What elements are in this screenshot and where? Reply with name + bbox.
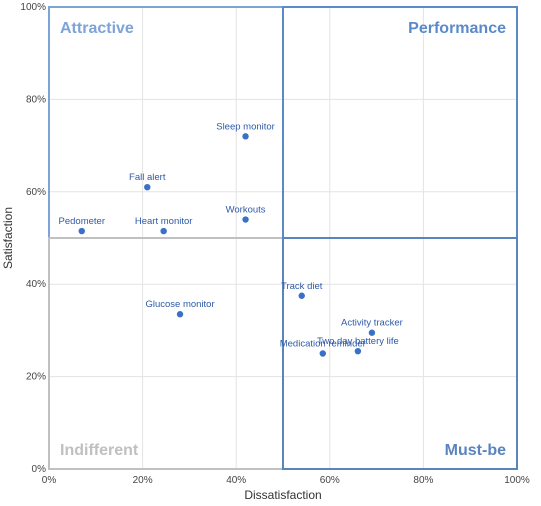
y-tick-label: 100% [20, 2, 46, 13]
y-tick-label: 20% [26, 372, 46, 383]
x-tick-label: 0% [42, 475, 57, 486]
x-tick-label: 100% [504, 475, 530, 486]
y-axis-title: Satisfaction [1, 207, 15, 269]
data-point-label: Medication reminder [280, 339, 366, 350]
data-point [368, 329, 376, 336]
indifferent-quadrant-label: Indifferent [60, 442, 139, 459]
data-point [176, 311, 184, 318]
performance-quadrant-border [282, 6, 518, 239]
x-axis-title: Dissatisfaction [244, 488, 321, 502]
quadrant-labels: Attractive Performance Indifferent Must-be [60, 20, 506, 459]
x-tick-label: 60% [320, 475, 340, 486]
data-point [78, 227, 85, 235]
indifferent-quadrant-border [48, 237, 284, 470]
data-points: Sleep monitor Fall alert Workouts Pedometer… [59, 121, 403, 357]
performance-quadrant-label: Performance [408, 20, 506, 37]
y-tick-label: 80% [26, 94, 46, 105]
data-point [354, 347, 362, 355]
attractive-quadrant-label: Attractive [60, 20, 134, 37]
data-point-label: Track diet [281, 281, 323, 292]
data-point-label: Two day battery life [317, 336, 399, 347]
data-point [160, 227, 167, 235]
data-point-label: Glucose monitor [145, 299, 214, 310]
data-point [242, 133, 249, 140]
data-point [298, 292, 305, 299]
data-point-label: Workouts [226, 205, 266, 216]
y-tick-label: 60% [26, 187, 46, 198]
must-be-quadrant-label: Must-be [445, 442, 506, 459]
data-point [144, 183, 151, 191]
y-tick-label: 40% [26, 279, 46, 290]
axis-ticks: 0% 20% 40% 60% 80% 100% 0% 20% 40% 60% 80% 100% [20, 2, 529, 486]
data-point-label: Fall alert [129, 172, 166, 183]
data-point-label: Heart monitor [135, 216, 193, 227]
y-tick-label: 0% [32, 464, 47, 475]
quadrant-borders [48, 6, 518, 470]
data-point-label: Sleep monitor [216, 121, 275, 132]
x-tick-label: 20% [133, 475, 153, 486]
x-tick-label: 80% [413, 475, 433, 486]
x-tick-label: 40% [226, 475, 246, 486]
data-point [242, 216, 249, 223]
data-point-label: Activity tracker [341, 318, 403, 329]
must-be-quadrant-border [282, 237, 518, 470]
data-point [319, 350, 326, 357]
data-point-label: Pedometer [59, 216, 105, 227]
